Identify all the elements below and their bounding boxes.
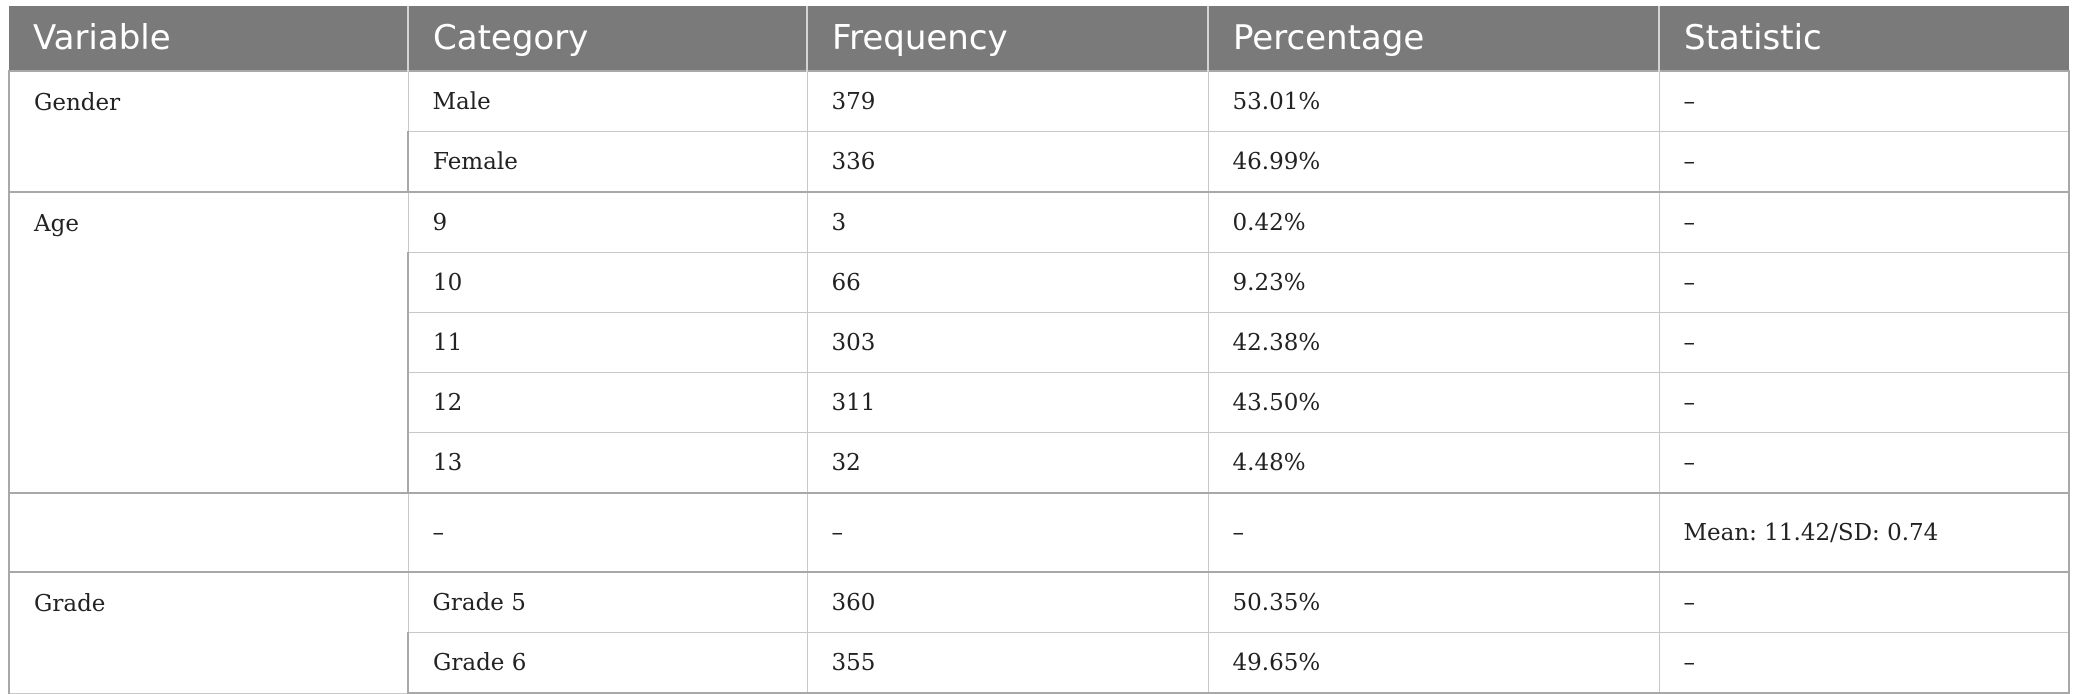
percentage-cell: 43.50% (1207, 372, 1660, 433)
table-row: 12 311 43.50% – (9, 372, 2070, 433)
variable-cell-age: Age (8, 191, 409, 494)
header-variable: Variable (9, 6, 408, 71)
table-row: Age 9 3 0.42% – (8, 191, 2070, 494)
percentage-cell: 4.48% (1207, 432, 1660, 494)
category-cell: Male (407, 70, 808, 132)
table-row: 11 303 42.38% – (9, 312, 2070, 373)
table-row: Grade Grade 5 360 50.35% – (8, 571, 2070, 694)
percentage-cell: 9.23% (1207, 252, 1660, 313)
category-cell: 13 (407, 432, 808, 494)
header-percentage: Percentage (1207, 6, 1659, 71)
frequency-cell: 66 (806, 252, 1209, 313)
header-category: Category (407, 6, 807, 71)
frequency-cell: 360 (806, 571, 1209, 633)
frequency-cell: 336 (806, 131, 1209, 193)
statistic-cell: – (1658, 312, 2070, 373)
category-cell: 11 (407, 312, 808, 373)
table-row: Gender Male 379 53.01% – (8, 70, 2070, 193)
frequency-cell: 3 (806, 191, 1209, 253)
statistic-cell: – (1658, 372, 2070, 433)
percentage-cell: 0.42% (1207, 191, 1660, 253)
percentage-cell: 49.65% (1207, 632, 1660, 694)
statistic-cell: – (1658, 131, 2070, 193)
category-cell: 12 (407, 372, 808, 433)
header-row: Variable Category Frequency Percentage S… (9, 6, 2069, 71)
category-cell: Grade 6 (407, 632, 808, 694)
category-cell: Grade 5 (407, 571, 808, 633)
variable-cell-grade: Grade (8, 571, 409, 694)
frequency-cell: 379 (806, 70, 1209, 132)
table-row: 13 32 4.48% – (9, 432, 2070, 494)
category-cell: 9 (407, 191, 808, 253)
frequency-cell: – (806, 492, 1209, 573)
percentage-cell: 46.99% (1207, 131, 1660, 193)
frequency-cell: 32 (806, 432, 1209, 494)
percentage-cell: 42.38% (1207, 312, 1660, 373)
table-row: 10 66 9.23% – (9, 252, 2070, 313)
percentage-cell: 50.35% (1207, 571, 1660, 633)
statistic-cell: – (1658, 191, 2070, 253)
statistic-cell: – (1658, 571, 2070, 633)
statistic-cell: Mean: 11.42/SD: 0.74 (1658, 492, 2070, 573)
variable-cell-gender: Gender (8, 70, 409, 193)
table-row: – – – Mean: 11.42/SD: 0.74 (8, 492, 2070, 573)
header-statistic: Statistic (1658, 6, 2069, 71)
category-cell: – (407, 492, 808, 573)
table-row: Grade 6 355 49.65% – (9, 632, 2070, 694)
statistic-cell: – (1658, 70, 2070, 132)
statistic-cell: – (1658, 432, 2070, 494)
percentage-cell: 53.01% (1207, 70, 1660, 132)
frequency-cell: 311 (806, 372, 1209, 433)
variable-cell-empty (8, 492, 409, 573)
statistic-cell: – (1658, 632, 2070, 694)
category-cell: 10 (407, 252, 808, 313)
header-frequency: Frequency (806, 6, 1208, 71)
frequency-cell: 355 (806, 632, 1209, 694)
percentage-cell: – (1207, 492, 1660, 573)
category-cell: Female (407, 131, 808, 193)
frequency-cell: 303 (806, 312, 1209, 373)
demographics-table: Variable Category Frequency Percentage S… (8, 6, 2070, 694)
statistic-cell: – (1658, 252, 2070, 313)
